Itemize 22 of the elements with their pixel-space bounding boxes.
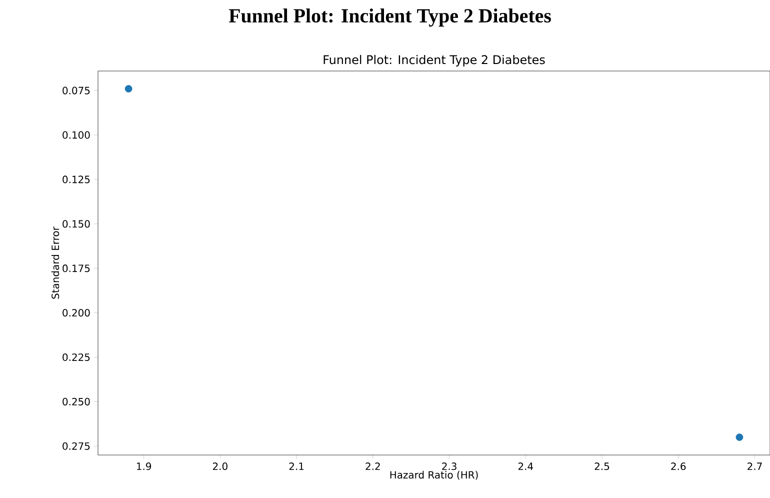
y-tick-label: 0.075 xyxy=(62,86,90,94)
x-tick-label: 2.3 xyxy=(442,462,456,470)
x-tick-label: 2.7 xyxy=(748,462,762,470)
x-tick-label: 2.6 xyxy=(671,462,686,470)
x-tick-label: 2.0 xyxy=(212,462,228,470)
x-axis-title: Hazard Ratio (HR) xyxy=(390,470,478,480)
y-tick-label: 0.100 xyxy=(62,131,90,139)
y-tick-label: 0.275 xyxy=(62,442,90,450)
x-tick-label: 2.4 xyxy=(518,462,534,470)
x-tick-label: 2.2 xyxy=(366,462,380,470)
y-tick-label: 0.150 xyxy=(62,220,90,228)
x-tick-label: 2.1 xyxy=(289,462,304,470)
y-tick-label: 0.250 xyxy=(62,398,90,406)
x-tick-label: 2.5 xyxy=(594,462,610,470)
x-tick-label: 1.9 xyxy=(136,462,152,470)
y-tick-label: 0.225 xyxy=(62,353,90,361)
y-tick-label: 0.200 xyxy=(62,309,90,317)
y-tick-label: 0.125 xyxy=(62,176,90,184)
chart-subtitle: Funnel Plot: Incident Type 2 Diabetes xyxy=(324,54,545,66)
y-tick-label: 0.175 xyxy=(62,264,90,272)
y-axis-title: Standard Error xyxy=(51,226,60,299)
chart-title: Funnel Plot: Incident Type 2 Diabetes xyxy=(228,8,551,27)
